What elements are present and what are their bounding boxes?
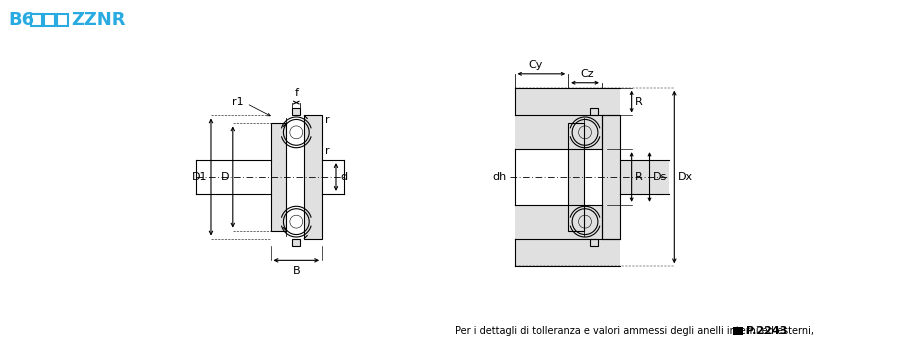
Bar <box>590 239 598 246</box>
Bar <box>568 124 584 230</box>
Text: R: R <box>634 172 643 182</box>
Text: r: r <box>325 146 330 156</box>
Bar <box>514 115 602 149</box>
Text: ZZNR: ZZNR <box>71 11 125 29</box>
Text: Cz: Cz <box>580 69 594 79</box>
Text: R: R <box>634 97 643 107</box>
Bar <box>292 108 301 115</box>
Text: B6: B6 <box>8 11 35 29</box>
Text: d: d <box>340 172 347 182</box>
Bar <box>292 239 301 246</box>
Bar <box>44 14 55 26</box>
Bar <box>590 108 598 115</box>
Text: D1: D1 <box>192 172 207 182</box>
Bar <box>304 115 322 239</box>
Text: P.2243: P.2243 <box>746 326 787 336</box>
Text: r1: r1 <box>232 97 243 107</box>
Text: Ds: Ds <box>653 172 667 182</box>
Text: f: f <box>294 88 299 98</box>
Bar <box>733 327 743 335</box>
Bar <box>514 239 620 266</box>
Text: Cy: Cy <box>528 60 543 70</box>
Bar <box>514 88 620 115</box>
Text: Per i dettagli di tolleranza e valori ammessi degli anelli interni ed esterni,: Per i dettagli di tolleranza e valori am… <box>455 326 814 336</box>
Text: r: r <box>325 115 330 125</box>
Bar <box>602 115 620 239</box>
Bar <box>31 14 42 26</box>
Text: dh: dh <box>492 172 507 182</box>
Text: B: B <box>292 266 301 276</box>
Bar <box>620 160 669 194</box>
Bar <box>57 14 68 26</box>
Bar <box>270 124 287 230</box>
Text: D: D <box>221 172 230 182</box>
Text: Dx: Dx <box>679 172 693 182</box>
Bar <box>514 205 602 239</box>
